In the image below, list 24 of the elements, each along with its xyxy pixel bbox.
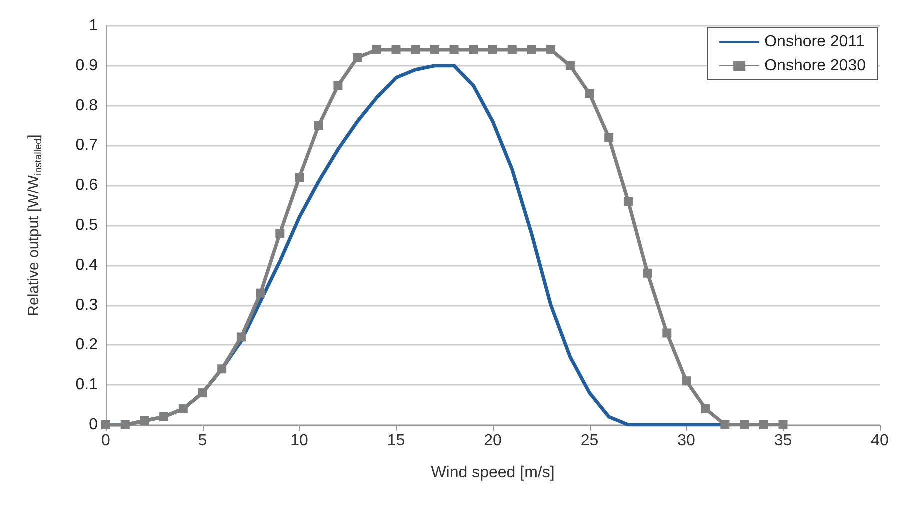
x-tick-label: 5 <box>198 432 208 450</box>
x-tick-label: 25 <box>580 432 599 450</box>
legend-label: Onshore 2011 <box>764 34 865 50</box>
x-tick-label: 20 <box>484 432 502 450</box>
y-tick-label: 0.6 <box>76 177 98 194</box>
x-tick-label: 35 <box>774 432 792 450</box>
y-tick-label: 0.1 <box>76 376 98 394</box>
y-tick-label: 1 <box>89 18 98 34</box>
x-tick-label: 40 <box>871 432 889 450</box>
y-tick-label: 0.8 <box>76 97 98 114</box>
y-tick-label: 0.2 <box>76 336 98 354</box>
y-tick-label: 0.4 <box>76 256 98 274</box>
y-tick-label: 0.3 <box>76 296 98 314</box>
y-tick-label: 0.9 <box>76 57 98 74</box>
x-tick-label: 15 <box>387 432 406 450</box>
x-tick-label: 0 <box>102 432 111 450</box>
y-tick-label: 0.5 <box>76 217 98 234</box>
y-axis-title: Relative output [W/Winstalled] <box>26 134 44 316</box>
y-tick-label: 0.7 <box>76 137 98 154</box>
y-tick-label: 0 <box>89 416 98 434</box>
legend-label: Onshore 2030 <box>764 58 866 74</box>
x-tick-label: 10 <box>290 432 308 450</box>
x-axis-title: Wind speed [m/s] <box>431 464 555 482</box>
x-tick-label: 30 <box>678 432 696 450</box>
